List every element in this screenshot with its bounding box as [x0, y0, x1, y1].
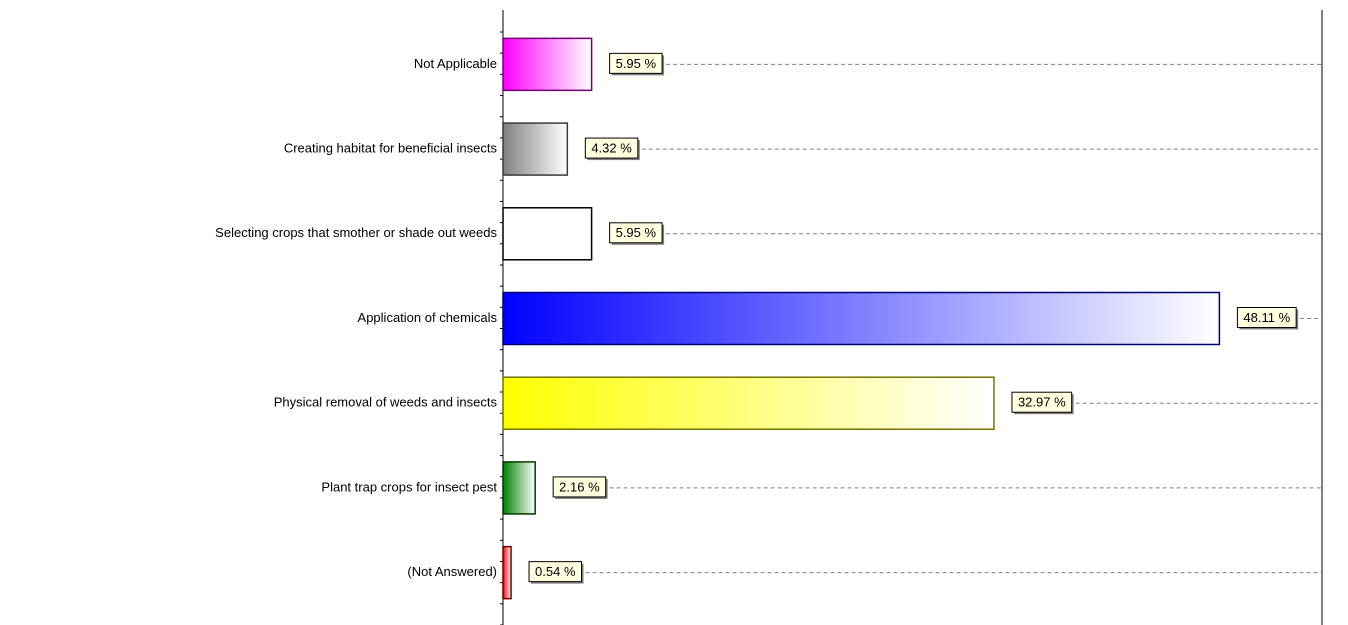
- y-tick-label: Application of chemicals: [358, 310, 498, 325]
- bar: [502, 207, 593, 261]
- value-label: 32.97 %: [1018, 395, 1066, 410]
- bar: [502, 122, 569, 176]
- label-box: [609, 52, 663, 74]
- label-box: [1236, 307, 1297, 328]
- value-label: 2.16 %: [559, 479, 600, 494]
- value-label: 0.54 %: [535, 564, 576, 579]
- y-tick-label: Not Applicable: [414, 56, 497, 71]
- bar: [502, 37, 593, 92]
- value-label: 5.95 %: [616, 225, 657, 240]
- bar: [502, 376, 995, 430]
- bar: [502, 291, 1221, 346]
- y-tick-label: Creating habitat for beneficial insects: [284, 141, 498, 156]
- label-box: [1011, 391, 1073, 413]
- value-label: 4.32 %: [591, 141, 632, 156]
- label-box: [609, 222, 663, 244]
- bar: [502, 545, 512, 600]
- y-tick-label: Selecting crops that smother or shade ou…: [215, 225, 497, 240]
- y-tick-label: (Not Answered): [407, 564, 497, 579]
- label-box: [552, 476, 607, 498]
- y-tick-label: Physical removal of weeds and insects: [274, 395, 498, 410]
- label-box: [528, 561, 583, 583]
- label-box: [584, 137, 639, 159]
- y-tick-label: Plant trap crops for insect pest: [321, 479, 497, 494]
- value-label: 5.95 %: [616, 56, 657, 71]
- bar: [502, 461, 536, 515]
- value-label: 48.11 %: [1243, 310, 1290, 325]
